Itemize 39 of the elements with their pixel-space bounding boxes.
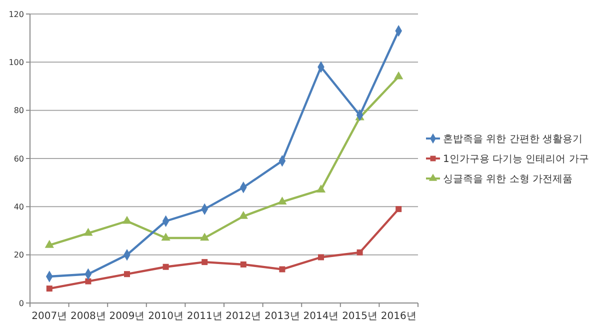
- point: [162, 264, 169, 270]
- point: [124, 271, 130, 278]
- point: [202, 259, 208, 266]
- x-tick-label: 2008년: [70, 311, 106, 322]
- point: [200, 232, 210, 241]
- x-tick-label: 2007년: [32, 311, 68, 322]
- point: [85, 278, 92, 284]
- x-tick-label: 2016년: [380, 311, 416, 322]
- legend-label: 싱글족을 위한 소형 가전제품: [443, 174, 573, 185]
- x-tick-label: 2012년: [226, 311, 262, 322]
- x-tick-label: 2010년: [148, 311, 184, 322]
- point: [279, 266, 286, 272]
- point: [44, 240, 54, 248]
- x-tick-label: 2011년: [186, 311, 222, 322]
- y-tick-label: 80: [14, 106, 24, 116]
- x-tick-label: 2014년: [303, 311, 339, 322]
- point: [84, 228, 93, 236]
- y-tick-label: 20: [14, 250, 24, 260]
- point: [356, 249, 363, 256]
- point: [122, 216, 132, 224]
- point: [396, 206, 402, 212]
- point: [394, 71, 404, 80]
- x-tick-label: 2009년: [109, 311, 145, 322]
- point: [278, 196, 287, 204]
- y-tick-label: 60: [14, 154, 24, 164]
- y-tick-label: 120: [8, 10, 24, 19]
- legend-label: 1인가구용 다기능 인테리어 가구: [443, 154, 589, 165]
- x-tick-label: 2015년: [342, 311, 378, 322]
- y-tick-label: 40: [14, 202, 24, 212]
- point: [161, 232, 170, 241]
- y-tick-label: 100: [8, 58, 24, 67]
- point: [316, 184, 326, 192]
- x-tick-label: 2013년: [264, 311, 300, 322]
- legend-label: 혼밥족을 위한 간편한 생활용기: [443, 134, 583, 145]
- point: [240, 261, 246, 268]
- point: [238, 211, 248, 219]
- point: [46, 286, 52, 292]
- point: [318, 254, 324, 260]
- y-tick-label: 0: [18, 298, 24, 308]
